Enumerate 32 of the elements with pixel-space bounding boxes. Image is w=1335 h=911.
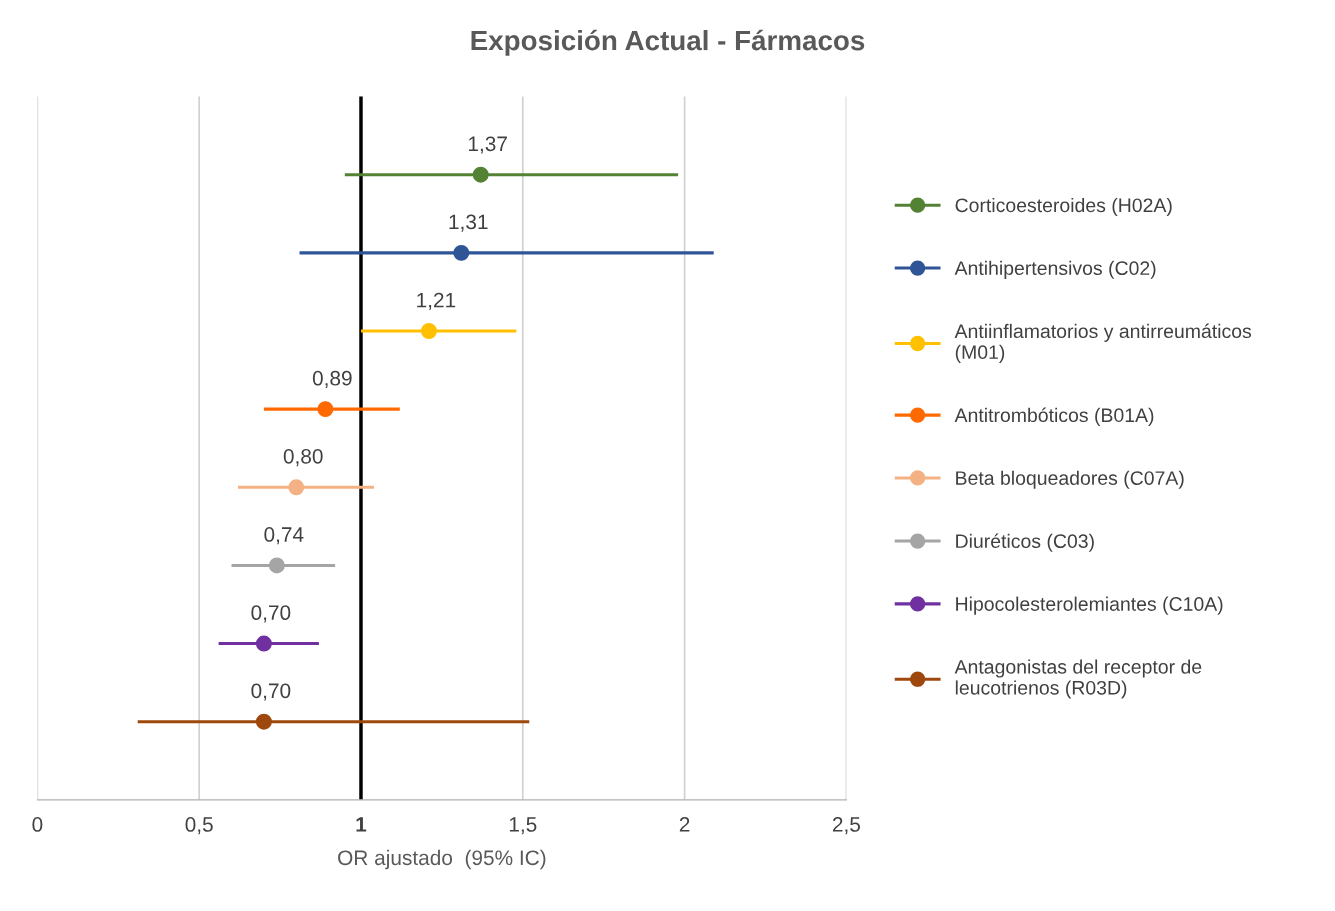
data-label: 0,70 <box>251 683 291 701</box>
point <box>453 244 470 261</box>
data-label: 0,70 <box>251 605 291 623</box>
legend-label: Antihipertensivos (C02) <box>954 260 1156 279</box>
point <box>255 713 272 730</box>
data-label: 0,74 <box>264 527 304 545</box>
x-tick-label: 2,5 <box>832 817 860 835</box>
legend-label: Antitrombóticos (B01A) <box>954 407 1154 426</box>
data-label: 1,21 <box>417 292 456 310</box>
data-label: 1,37 <box>468 136 507 154</box>
x-tick-label: 1,5 <box>509 817 537 835</box>
legend-label: Hipocolesterolemiantes (C10A) <box>956 596 1223 615</box>
x-tick-label: 1 <box>356 817 367 832</box>
point <box>288 479 305 496</box>
legend-label: Diuréticos (C03) <box>956 533 1094 552</box>
legend-label: Corticoesteroides (H02A) <box>955 197 1172 217</box>
legend-label: Antagonistas del receptor de leucotrienos (R03D) <box>954 659 1202 699</box>
chart-title: Exposición Actual - Fármacos <box>471 29 865 56</box>
data-label: 0,80 <box>283 448 323 467</box>
point <box>268 557 285 574</box>
legend-label: Antiinflamatorios y antirreumáticos (M01) <box>954 323 1252 363</box>
point <box>472 166 489 183</box>
point <box>255 635 272 652</box>
point <box>420 323 437 339</box>
x-tick-label: 0 <box>32 817 43 832</box>
x-tick-label: 0,5 <box>185 817 213 835</box>
data-label: 0,89 <box>312 370 352 389</box>
x-tick-label: 2 <box>679 817 690 832</box>
data-label: 1,31 <box>449 214 488 232</box>
legend-label: Beta bloqueadores (C07A) <box>956 470 1184 489</box>
point <box>317 401 334 418</box>
x-axis-title: OR ajustado (95% IC) <box>338 849 546 870</box>
